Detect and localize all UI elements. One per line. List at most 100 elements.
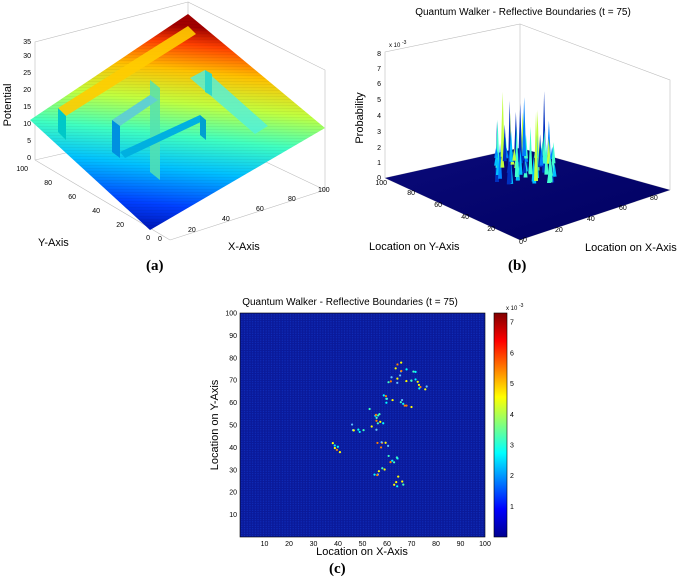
colorbar-tick: 2 xyxy=(510,473,514,480)
x-tick: 100 xyxy=(318,187,330,194)
colorbar-tick: 5 xyxy=(510,381,514,388)
probability-spike xyxy=(546,137,551,164)
heat-cell xyxy=(400,398,404,402)
x-tick: 60 xyxy=(619,205,627,212)
z-tick: 3 xyxy=(377,129,381,136)
panel-b-xlabel: Location on X-Axis xyxy=(585,242,677,254)
panel-b-ylabel: Location on Y-Axis xyxy=(369,241,460,253)
colorbar-tick: 6 xyxy=(510,350,514,357)
probability-spike xyxy=(534,111,539,181)
heat-cell xyxy=(376,473,379,477)
probability-spike xyxy=(518,103,523,162)
heat-cell xyxy=(410,405,413,409)
z-tick: 4 xyxy=(377,113,381,120)
heat-cell xyxy=(350,423,354,426)
heat-cell xyxy=(417,383,421,387)
x-tick: 100 xyxy=(479,541,491,548)
probability-spike xyxy=(500,91,505,157)
colorbar-tick: 1 xyxy=(510,504,514,511)
z-tick: 30 xyxy=(23,53,31,60)
heat-cell xyxy=(378,413,381,416)
heat-cell xyxy=(391,398,394,402)
heat-cell xyxy=(333,446,336,450)
panel-a-y-ticks: 0 20 40 60 80 100 xyxy=(16,166,150,242)
heat-cell xyxy=(382,422,385,425)
y-tick: 60 xyxy=(229,400,237,407)
heat-cell xyxy=(357,428,360,431)
probability-spike xyxy=(539,147,544,166)
heat-cell xyxy=(405,404,408,407)
x-tick: 20 xyxy=(555,227,563,234)
heat-cell xyxy=(393,483,396,486)
panel-c-x-ticks: 10 20 30 40 50 60 70 80 90 100 xyxy=(261,541,491,548)
x-tick: 0 xyxy=(523,237,527,244)
probability-spike xyxy=(522,97,527,156)
colorbar-exponent: x 10 -3 xyxy=(506,303,524,312)
heat-cell xyxy=(383,468,386,471)
heat-cell xyxy=(379,420,382,423)
y-tick: 10 xyxy=(229,512,237,519)
heat-cell xyxy=(416,380,419,383)
z-exponent-base: x 10 xyxy=(389,43,401,49)
heat-cell xyxy=(358,430,361,434)
y-tick: 70 xyxy=(229,378,237,385)
probability-spike xyxy=(498,143,503,179)
y-tick: 80 xyxy=(229,355,237,362)
y-tick: 0 xyxy=(519,239,523,246)
heat-cell xyxy=(395,480,398,484)
heat-cell xyxy=(336,445,339,448)
x-tick: 20 xyxy=(285,541,293,548)
panel-a-zlabel: Potential xyxy=(2,84,14,127)
heat-cell xyxy=(375,419,378,422)
probability-spike xyxy=(512,147,517,161)
y-tick: 100 xyxy=(225,311,237,318)
y-tick: 30 xyxy=(229,467,237,474)
heat-cell xyxy=(405,379,408,383)
heat-cell xyxy=(396,381,399,384)
z-tick: 5 xyxy=(377,97,381,104)
z-exponent-power: -3 xyxy=(402,40,407,46)
heat-cell xyxy=(384,394,388,398)
z-tick: 5 xyxy=(27,138,31,145)
heat-cell xyxy=(395,456,398,459)
heat-cell xyxy=(370,425,373,428)
heat-cell xyxy=(387,444,390,447)
panel-c-ylabel: Location on Y-Axis xyxy=(209,379,221,470)
heat-cell xyxy=(376,441,379,445)
heat-cell xyxy=(400,361,403,364)
probability-spike xyxy=(552,163,557,177)
heat-cell xyxy=(389,380,392,383)
heat-cell xyxy=(390,376,393,379)
heat-cell xyxy=(402,483,405,486)
z-tick: 25 xyxy=(23,70,31,77)
probability-spike xyxy=(551,142,556,164)
heat-cell xyxy=(385,397,388,400)
panel-c-hotspots xyxy=(331,361,428,488)
y-tick: 20 xyxy=(229,490,237,497)
probability-spike xyxy=(494,146,499,158)
caption-c: (c) xyxy=(329,561,346,577)
heat-cell xyxy=(376,422,379,425)
heat-cell xyxy=(405,368,408,371)
heat-cell xyxy=(397,475,400,478)
colorbar-tick: 4 xyxy=(510,412,514,419)
probability-spike xyxy=(518,149,523,175)
y-tick: 20 xyxy=(487,226,495,233)
panel-c-colorbar xyxy=(493,312,508,538)
panel-a-x-ticks: 0 20 40 60 80 100 xyxy=(158,187,330,243)
x-tick: 70 xyxy=(408,541,416,548)
x-tick: 60 xyxy=(383,541,391,548)
panel-b-floor xyxy=(385,148,670,240)
heat-cell xyxy=(389,461,392,464)
heat-cell xyxy=(418,387,421,390)
heat-cell xyxy=(398,374,402,377)
colorbar-exponent-power: -3 xyxy=(519,303,524,309)
z-tick: 7 xyxy=(377,66,381,73)
heat-cell xyxy=(400,369,403,373)
x-tick: 0 xyxy=(158,236,162,243)
heat-cell xyxy=(382,394,385,397)
z-tick: 8 xyxy=(377,51,381,58)
heat-cell xyxy=(387,381,390,384)
panel-c-colorbar-ticks: 1 2 3 4 5 6 7 xyxy=(510,320,514,511)
heat-cell xyxy=(375,428,378,431)
